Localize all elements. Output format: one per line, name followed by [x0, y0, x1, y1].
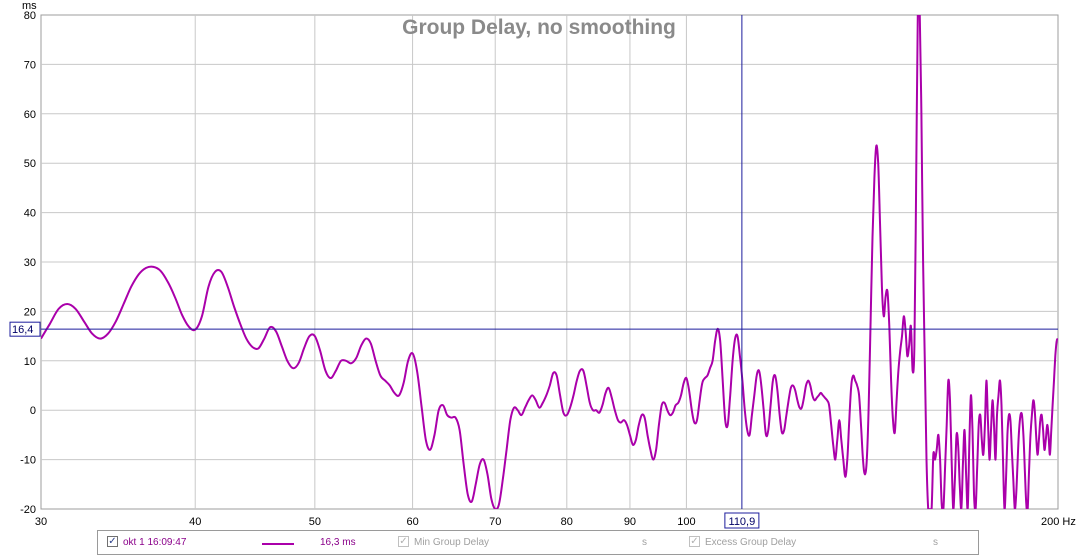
- y-axis-unit-label: ms: [22, 0, 37, 12]
- data-series-group: [41, 15, 1058, 509]
- legend-bar: ✓ okt 1 16:09:47 16,3 ms ✓ Min Group Del…: [97, 530, 979, 555]
- excess-group-delay-unit: s: [933, 537, 938, 548]
- x-tick-label: 70: [489, 516, 501, 528]
- y-tick-label: 70: [24, 59, 36, 71]
- y-tick-label: 0: [30, 405, 36, 417]
- y-tick-label: 50: [24, 158, 36, 170]
- y-tick-label: -20: [20, 504, 36, 516]
- x-tick-label: 60: [406, 516, 418, 528]
- series-name-label: okt 1 16:09:47: [123, 537, 187, 548]
- x-axis-unit-label: 200 Hz: [1041, 516, 1076, 528]
- min-group-delay-unit: s: [642, 537, 647, 548]
- cursor-x-value: 110,9: [729, 516, 756, 528]
- excess-group-delay-checkbox[interactable]: ✓: [689, 536, 700, 547]
- series-cursor-value: 16,3 ms: [320, 537, 356, 548]
- cursor-y-value: 16,4: [12, 324, 33, 336]
- y-tick-label: 10: [24, 356, 36, 368]
- series-color-swatch: [262, 543, 294, 545]
- y-tick-label: 20: [24, 306, 36, 318]
- min-group-delay-checkbox[interactable]: ✓: [398, 536, 409, 547]
- x-tick-label: 40: [189, 516, 201, 528]
- x-tick-label: 50: [309, 516, 321, 528]
- group-delay-series-line: [41, 15, 1058, 509]
- x-tick-label: 100: [677, 516, 695, 528]
- excess-group-delay-label: Excess Group Delay: [705, 537, 797, 548]
- y-tick-label: 40: [24, 208, 36, 220]
- y-axis-tick-labels: 80 70 60 50 40 30 20 10 0 -10 -20: [20, 10, 36, 516]
- cursor-x-readout: 110,9: [724, 512, 760, 529]
- x-axis-tick-labels: 30 40 50 60 70 80 90 100: [35, 516, 696, 528]
- chart-title: Group Delay, no smoothing: [402, 16, 676, 39]
- min-group-delay-label: Min Group Delay: [414, 537, 490, 548]
- series-visibility-checkbox[interactable]: ✓: [107, 536, 118, 547]
- x-tick-label: 80: [561, 516, 573, 528]
- cursor-y-readout: 16,4: [9, 321, 41, 337]
- x-tick-label: 90: [624, 516, 636, 528]
- x-tick-label: 30: [35, 516, 47, 528]
- y-tick-label: -10: [20, 455, 36, 467]
- y-tick-label: 30: [24, 257, 36, 269]
- y-tick-label: 60: [24, 109, 36, 121]
- y-tick-label: 80: [24, 10, 36, 22]
